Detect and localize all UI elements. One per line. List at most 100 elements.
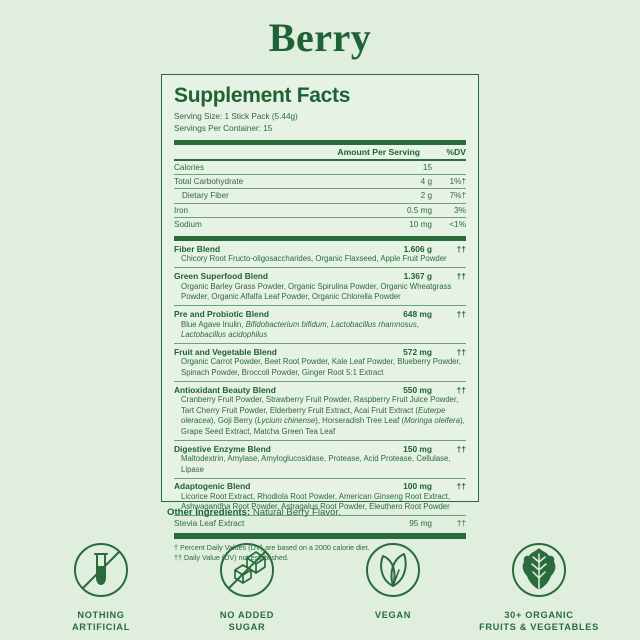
blend-header: Adaptogenic Blend 100 mg †† — [174, 481, 466, 491]
nutrient-rows: Calories 15 Total Carbohydrate 4 g 1%† Dietar… — [174, 161, 466, 231]
badge-no-added-sugar: NO ADDED SUGAR — [174, 540, 320, 634]
blend-header: Antioxidant Beauty Blend 550 mg †† — [174, 385, 466, 395]
badge-row: NOTHING ARTIFICIAL NO ADDED SUGAR VEGAN — [0, 540, 640, 634]
nutrient-dv: 7%† — [449, 191, 466, 201]
blend-dv: †† — [456, 346, 466, 357]
badge-label: NO ADDED SUGAR — [219, 610, 275, 633]
other-ingredients-value: Natural Berry Flavor. — [252, 507, 341, 518]
divider-thin-stevia — [174, 515, 466, 517]
blend-row: Antioxidant Beauty Blend 550 mg †† Cranberr… — [174, 382, 466, 440]
blend-name: Fiber Blend — [174, 243, 221, 254]
table-row: Total Carbohydrate 4 g 1%† — [174, 175, 466, 188]
badge-nothing-artificial: NOTHING ARTIFICIAL — [28, 540, 174, 634]
other-ingredients: Other Ingredients: Natural Berry Flavor. — [167, 507, 341, 518]
blend-name: Adaptogenic Blend — [174, 481, 251, 492]
blend-header: Pre and Probiotic Blend 648 mg †† — [174, 309, 466, 319]
blend-dv: †† — [456, 443, 466, 454]
divider-thick-top — [174, 139, 466, 145]
other-ingredients-label: Other Ingredients: — [167, 507, 251, 518]
blend-description: Blue Agave Inulin, Bifidobacterium bifid… — [181, 319, 419, 340]
blend-name: Green Superfood Blend — [174, 271, 268, 282]
nutrient-amount: 10 mg — [409, 219, 432, 229]
two-leaves-icon — [363, 540, 423, 600]
stevia-name: Stevia Leaf Extract — [174, 518, 245, 529]
blend-description: Maltodextrin, Amylase, Amyloglucosidase,… — [181, 454, 451, 474]
nutrient-name: Dietary Fiber — [182, 191, 229, 201]
blend-description: Chicory Root Fructo-oligosaccharides, Or… — [181, 254, 447, 264]
blend-header: Fiber Blend 1.606 g †† — [174, 244, 466, 254]
nutrient-amount: 0.5 mg — [406, 205, 432, 215]
blend-header: Green Superfood Blend 1.367 g †† — [174, 271, 466, 281]
divider-thin — [174, 477, 466, 479]
nutrient-name: Iron — [174, 205, 189, 215]
divider-thin — [174, 174, 466, 175]
blend-amount: 1.367 g — [403, 271, 432, 282]
blend-row: Adaptogenic Blend 100 mg †† Licorice Root E… — [174, 478, 466, 515]
nutrient-amount: 2 g — [420, 191, 432, 201]
divider-thin — [174, 202, 466, 204]
page-title: Berry — [268, 15, 372, 60]
table-row: Calories 15 — [174, 161, 466, 174]
badge-organic-fruits-vegetables: 30+ ORGANIC FRUITS & VEGETABLES — [466, 540, 612, 634]
test-tube-no-slash-icon — [71, 540, 131, 600]
blend-dv: †† — [456, 384, 466, 395]
nutrient-name: Total Carbohydrate — [174, 177, 244, 187]
blend-description: Cranberry Fruit Powder, Strawberry Fruit… — [181, 395, 465, 436]
divider-thin — [174, 439, 466, 441]
nutrient-dv: 3% — [454, 205, 466, 215]
blend-row: Fiber Blend 1.606 g †† Chicory Root Fructo-… — [174, 241, 466, 268]
column-headers: Amount Per Serving %DV — [174, 145, 466, 159]
footnote-dv-not-established: †† Daily Value (DV) not established. — [174, 553, 289, 563]
divider-thin — [174, 305, 466, 307]
blend-rows: Fiber Blend 1.606 g †† Chicory Root Fructo-… — [174, 241, 466, 516]
table-row: Sodium 10 mg <1% — [174, 218, 466, 231]
blend-description: Organic Barley Grass Powder, Organic Spi… — [181, 281, 452, 302]
supplement-facts-panel: Supplement Facts Serving Size: 1 Stick P… — [161, 74, 479, 562]
supplement-facts-heading: Supplement Facts — [174, 84, 351, 107]
divider-med — [174, 158, 466, 161]
footnote-dv-basis: † Percent Daily Values (DV) are based on… — [174, 542, 370, 552]
blend-name: Antioxidant Beauty Blend — [174, 384, 276, 395]
divider-thick-mid — [174, 235, 466, 241]
blend-amount: 550 mg — [403, 384, 432, 395]
blend-description: Licorice Root Extract, Rhodiola Root Pow… — [181, 491, 451, 512]
blend-dv: †† — [456, 243, 466, 254]
serving-size: Serving Size: 1 Stick Pack (5.44g) — [174, 112, 298, 122]
divider-thin — [174, 216, 466, 218]
blend-header: Fruit and Vegetable Blend 572 mg †† — [174, 347, 466, 357]
sugar-cubes-no-slash-icon — [217, 540, 277, 600]
blend-name: Pre and Probiotic Blend — [174, 309, 269, 320]
servings-per-container: Servings Per Container: 15 — [174, 123, 273, 133]
stevia-dv: †† — [456, 519, 466, 529]
blend-amount: 100 mg — [403, 481, 432, 492]
divider-thin — [174, 343, 466, 344]
blend-amount: 1.606 g — [403, 243, 432, 254]
table-row-stevia: Stevia Leaf Extract 95 mg †† — [174, 516, 466, 530]
stevia-amount: 95 mg — [409, 519, 432, 529]
nutrient-name: Calories — [174, 163, 205, 173]
nutrient-dv: 1%† — [449, 177, 466, 187]
divider-bottom — [174, 532, 466, 539]
blend-row: Green Superfood Blend 1.367 g †† Organic Ba… — [174, 268, 466, 305]
blend-row: Fruit and Vegetable Blend 572 mg †† Organic… — [174, 344, 466, 381]
blend-amount: 648 mg — [403, 309, 432, 320]
table-row: Iron 0.5 mg 3% — [174, 203, 466, 216]
divider-thin — [174, 267, 466, 269]
blend-row: Pre and Probiotic Blend 648 mg †† Blue Agav… — [174, 306, 466, 343]
blend-amount: 572 mg — [403, 346, 432, 357]
blend-name: Fruit and Vegetable Blend — [174, 346, 277, 357]
column-header-amount: Amount Per Serving — [337, 146, 420, 157]
blend-name: Digestive Enzyme Blend — [174, 443, 271, 454]
badge-label: VEGAN — [374, 610, 412, 620]
blend-dv: †† — [456, 271, 466, 282]
badge-vegan: VEGAN — [320, 540, 466, 621]
nutrient-dv: <1% — [449, 219, 466, 229]
blend-row: Digestive Enzyme Blend 150 mg †† Maltodextr… — [174, 441, 466, 478]
blend-dv: †† — [456, 481, 466, 492]
blend-header: Digestive Enzyme Blend 150 mg †† — [174, 444, 466, 454]
blend-description: Organic Carrot Powder, Beet Root Powder,… — [181, 357, 461, 377]
badge-label: NOTHING ARTIFICIAL — [71, 610, 131, 633]
nutrient-name: Sodium — [174, 219, 202, 229]
blend-amount: 150 mg — [403, 443, 432, 454]
divider-thin — [174, 188, 466, 190]
